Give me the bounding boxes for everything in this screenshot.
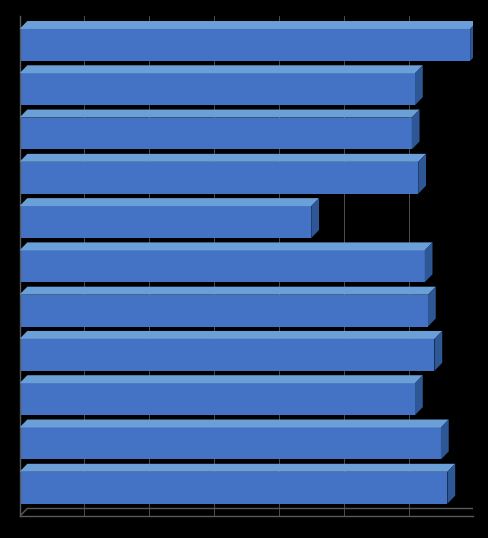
Bar: [20, 472, 447, 504]
Polygon shape: [20, 464, 455, 472]
Polygon shape: [415, 65, 423, 105]
Polygon shape: [20, 375, 423, 383]
Bar: [20, 73, 415, 105]
Polygon shape: [415, 375, 423, 415]
Polygon shape: [425, 243, 432, 282]
Bar: [20, 117, 412, 150]
Bar: [20, 29, 470, 61]
Bar: [20, 162, 418, 194]
Polygon shape: [20, 198, 319, 206]
Bar: [20, 383, 415, 415]
Polygon shape: [20, 21, 478, 29]
Polygon shape: [470, 21, 478, 61]
Polygon shape: [20, 65, 423, 73]
Polygon shape: [20, 110, 420, 117]
Polygon shape: [418, 154, 426, 194]
Bar: [20, 206, 311, 238]
Polygon shape: [20, 154, 426, 162]
Polygon shape: [20, 287, 436, 295]
Polygon shape: [20, 243, 432, 250]
Polygon shape: [441, 420, 449, 459]
Polygon shape: [311, 198, 319, 238]
Polygon shape: [20, 331, 442, 339]
Polygon shape: [447, 464, 455, 504]
Bar: [20, 295, 428, 327]
Polygon shape: [434, 331, 442, 371]
Polygon shape: [412, 110, 420, 150]
Bar: [20, 428, 441, 459]
Bar: [20, 250, 425, 282]
Polygon shape: [20, 420, 449, 428]
Bar: [20, 339, 434, 371]
Polygon shape: [428, 287, 436, 327]
